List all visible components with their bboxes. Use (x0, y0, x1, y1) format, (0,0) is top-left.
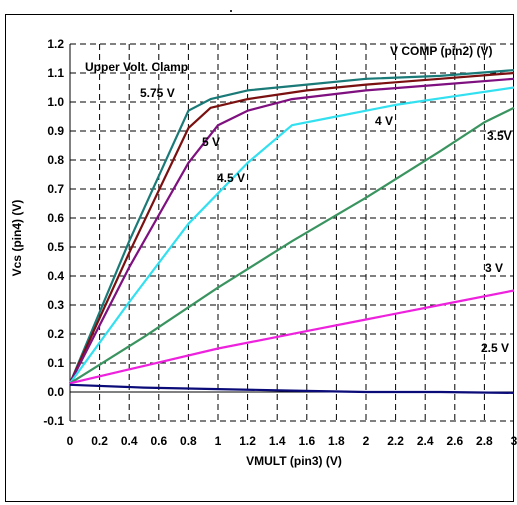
annotation-upper-clamp: Upper Volt. Clamp (85, 60, 188, 74)
y-tick-label: 1.1 (47, 66, 64, 80)
chart-frame (5, 14, 514, 502)
series-label: 4 V (375, 114, 393, 128)
series-label: 2.5 V (481, 341, 509, 355)
y-tick-label: 0.6 (47, 211, 64, 225)
axes (69, 43, 514, 422)
y-tick-label: 1.2 (47, 37, 64, 51)
series-line (69, 383, 515, 394)
x-tick-label: 2.6 (446, 434, 463, 448)
x-axis-title: VMULT (pin3) (V) (246, 454, 342, 468)
series-lines (68, 69, 515, 394)
x-tick-label: 1.4 (269, 434, 286, 448)
tick-labels: -0.1 0.0 0.1 0.2 0.3 0.4 0.5 0.6 0.7 0.8 0.9 1.0 1.1… (43, 37, 517, 448)
y-tick-label: 0.1 (47, 356, 64, 370)
series-label: 3 V (485, 261, 503, 275)
y-axis-title: Vcs (pin4) (V) (10, 200, 24, 277)
y-tick-label: 0.4 (47, 269, 64, 283)
x-tick-label: 0.4 (121, 434, 138, 448)
series-line (69, 106, 515, 385)
y-tick-label: 0.3 (47, 298, 64, 312)
series-label: 4.5 V (217, 171, 245, 185)
x-tick-label: 0.6 (150, 434, 167, 448)
grid-lines (70, 43, 514, 422)
decorative-dot (230, 10, 232, 12)
x-tick-label: 2 (363, 434, 370, 448)
series-label: 5.75 V (140, 86, 175, 100)
series-line (69, 289, 515, 385)
x-tick-label: 1.2 (239, 434, 256, 448)
y-tick-label: 0.7 (47, 182, 64, 196)
x-tick-label: 3 (511, 434, 517, 448)
series-labels: 5.75 V 5 V 4.5 V 4 V 3.5V 3 V 2.5 V (140, 86, 512, 355)
x-tick-label: 2.4 (417, 434, 434, 448)
x-tick-label: 2.2 (387, 434, 404, 448)
x-tick-label: 0 (67, 434, 74, 448)
y-tick-label: 0.9 (47, 124, 64, 138)
series-line (69, 86, 515, 384)
series-line (68, 71, 515, 384)
series-label: 5 V (202, 135, 220, 149)
y-tick-label: 0.2 (47, 327, 64, 341)
y-tick-label: 0.5 (47, 240, 64, 254)
y-tick-label: 0.0 (47, 385, 64, 399)
series-label: 3.5V (487, 129, 512, 143)
y-tick-label: -0.1 (43, 414, 64, 428)
x-tick-label: 2.8 (476, 434, 493, 448)
series-line (69, 77, 515, 384)
x-tick-label: 1.6 (298, 434, 315, 448)
x-tick-label: 0.2 (91, 434, 108, 448)
series-line (68, 69, 515, 384)
x-tick-label: 1 (215, 434, 222, 448)
y-tick-label: 0.8 (47, 153, 64, 167)
annotation-vcomp: V COMP (pin2) (V) (390, 44, 492, 58)
y-tick-label: 1.0 (47, 95, 64, 109)
x-tick-label: 1.8 (328, 434, 345, 448)
x-tick-label: 0.8 (180, 434, 197, 448)
